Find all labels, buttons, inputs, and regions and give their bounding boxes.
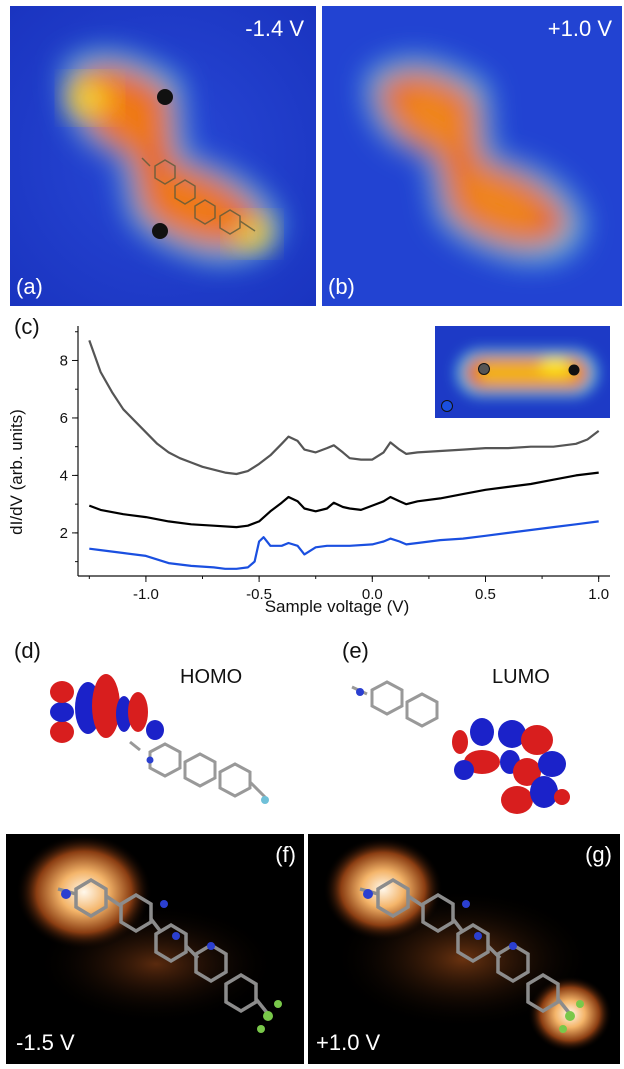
homo-orbital-figure: (d) HOMO [0,632,312,822]
y-tick-label: 8 [60,352,68,369]
panel-label-b: (b) [328,274,355,299]
simulated-image-f: (f) -1.5 V [6,834,304,1064]
simulated-image-g: (g) +1.0 V [308,834,620,1064]
inset-stm-image [435,326,610,418]
series-line-2 [88,471,599,529]
series-line-1 [88,340,600,476]
stm-image-b: (b) +1.0 V [322,6,622,306]
x-tick-label: -1.0 [133,586,159,603]
lumo-orbital-figure: (e) LUMO [312,632,624,822]
lumo-graphic [351,680,570,814]
simulated-image-g-graphic [308,834,620,1064]
stm-image-b-graphic [322,6,622,306]
panel-label-d: (d) [14,638,41,663]
voltage-label-f: -1.5 V [16,1030,75,1055]
didv-chart-svg: -1.0 -0.5 0.0 0.5 1.0 2 4 6 8 Sample voltage (V)… [7,326,610,616]
voltage-label-b: +1.0 V [547,16,612,41]
voltage-label-g: +1.0 V [316,1030,381,1055]
stm-image-a: (a) -1.4 V [10,6,316,306]
homo-label: HOMO [180,666,243,688]
didv-chart: (c) -1.0 -0.5 0.0 0.5 1.0 2 4 6 8 Sample voltage… [0,312,624,622]
panel-label-f: (f) [275,842,296,867]
x-tick-label: 0.0 [362,586,383,603]
x-tick-label: -0.5 [246,586,272,603]
voltage-label-a: -1.4 V [245,16,304,41]
stm-image-a-graphic [10,6,316,306]
panel-label-g: (g) [585,842,612,867]
y-tick-label: 2 [60,525,68,542]
x-tick-label: 0.5 [475,586,496,603]
series-line-3 [89,520,599,570]
simulated-image-f-graphic [6,834,304,1064]
x-axis-label: Sample voltage (V) [265,597,410,616]
y-tick-label: 6 [60,410,68,427]
homo-graphic [50,674,269,804]
inset-graphic [435,326,610,418]
y-axis-label: dI/dV (arb. units) [7,409,26,535]
panel-label-c: (c) [14,314,40,339]
panel-label-a: (a) [16,274,43,299]
molecule-overlay-icon [141,157,256,235]
panel-label-e: (e) [342,638,369,663]
x-tick-label: 1.0 [588,586,609,603]
y-tick-label: 4 [60,467,68,484]
lumo-label: LUMO [492,666,550,688]
